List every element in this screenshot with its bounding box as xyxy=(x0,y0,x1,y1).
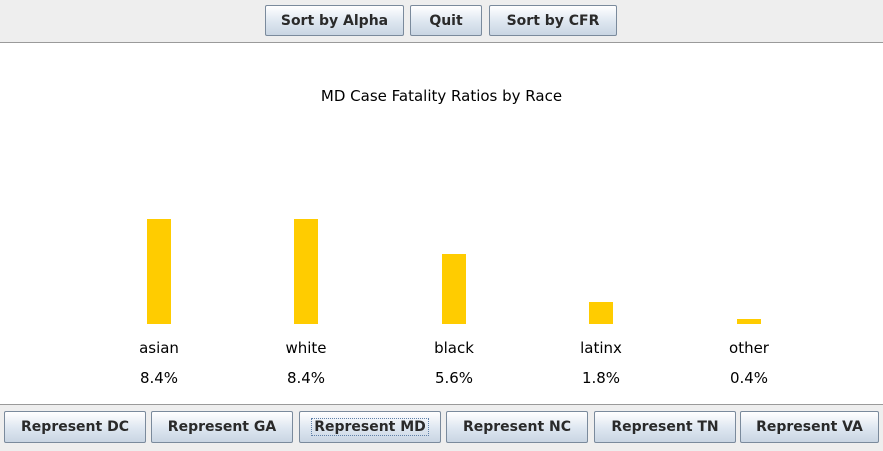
chart-title: MD Case Fatality Ratios by Race xyxy=(320,87,563,105)
value-label-white: 8.4% xyxy=(286,369,326,387)
represent-va-button[interactable]: Represent VA xyxy=(740,411,879,443)
value-label-asian: 8.4% xyxy=(139,369,179,387)
represent-nc-label: Represent NC xyxy=(462,419,572,435)
value-label-other: 0.4% xyxy=(729,369,769,387)
represent-md-label: Represent MD xyxy=(311,418,429,436)
value-label-black: 5.6% xyxy=(434,369,474,387)
bar-latinx xyxy=(589,301,613,324)
represent-dc-label: Represent DC xyxy=(21,419,129,435)
sort-by-alpha-button[interactable]: Sort by Alpha xyxy=(265,5,404,36)
represent-nc-button[interactable]: Represent NC xyxy=(446,411,588,443)
category-label-black: black xyxy=(434,339,474,357)
category-label-other: other xyxy=(729,339,769,357)
represent-ga-label: Represent GA xyxy=(167,419,277,435)
represent-ga-button[interactable]: Represent GA xyxy=(151,411,293,443)
represent-tn-button[interactable]: Represent TN xyxy=(594,411,736,443)
category-label-white: white xyxy=(285,339,327,357)
bar-black xyxy=(442,254,466,324)
bar-white xyxy=(294,219,318,324)
value-label-latinx: 1.8% xyxy=(581,369,621,387)
represent-va-label: Represent VA xyxy=(756,419,863,435)
represent-dc-button[interactable]: Represent DC xyxy=(4,411,146,443)
state-selector-bar: Represent DC Represent GA Represent MD Repr… xyxy=(0,404,883,451)
represent-tn-label: Represent TN xyxy=(611,419,719,435)
bar-other xyxy=(737,319,761,324)
represent-md-button[interactable]: Represent MD xyxy=(299,411,441,443)
quit-button[interactable]: Quit xyxy=(410,5,482,36)
sort-by-cfr-button[interactable]: Sort by CFR xyxy=(489,5,617,36)
bar-asian xyxy=(147,219,171,324)
sort-by-alpha-label: Sort by Alpha xyxy=(280,12,389,29)
sort-by-cfr-label: Sort by CFR xyxy=(506,12,600,29)
category-label-latinx: latinx xyxy=(580,339,622,357)
quit-label: Quit xyxy=(429,12,463,29)
top-toolbar: Sort by Alpha Quit Sort by CFR xyxy=(0,0,883,43)
category-label-asian: asian xyxy=(139,339,179,357)
bar-chart: MD Case Fatality Ratios by Race asian 8.4… xyxy=(0,43,883,404)
